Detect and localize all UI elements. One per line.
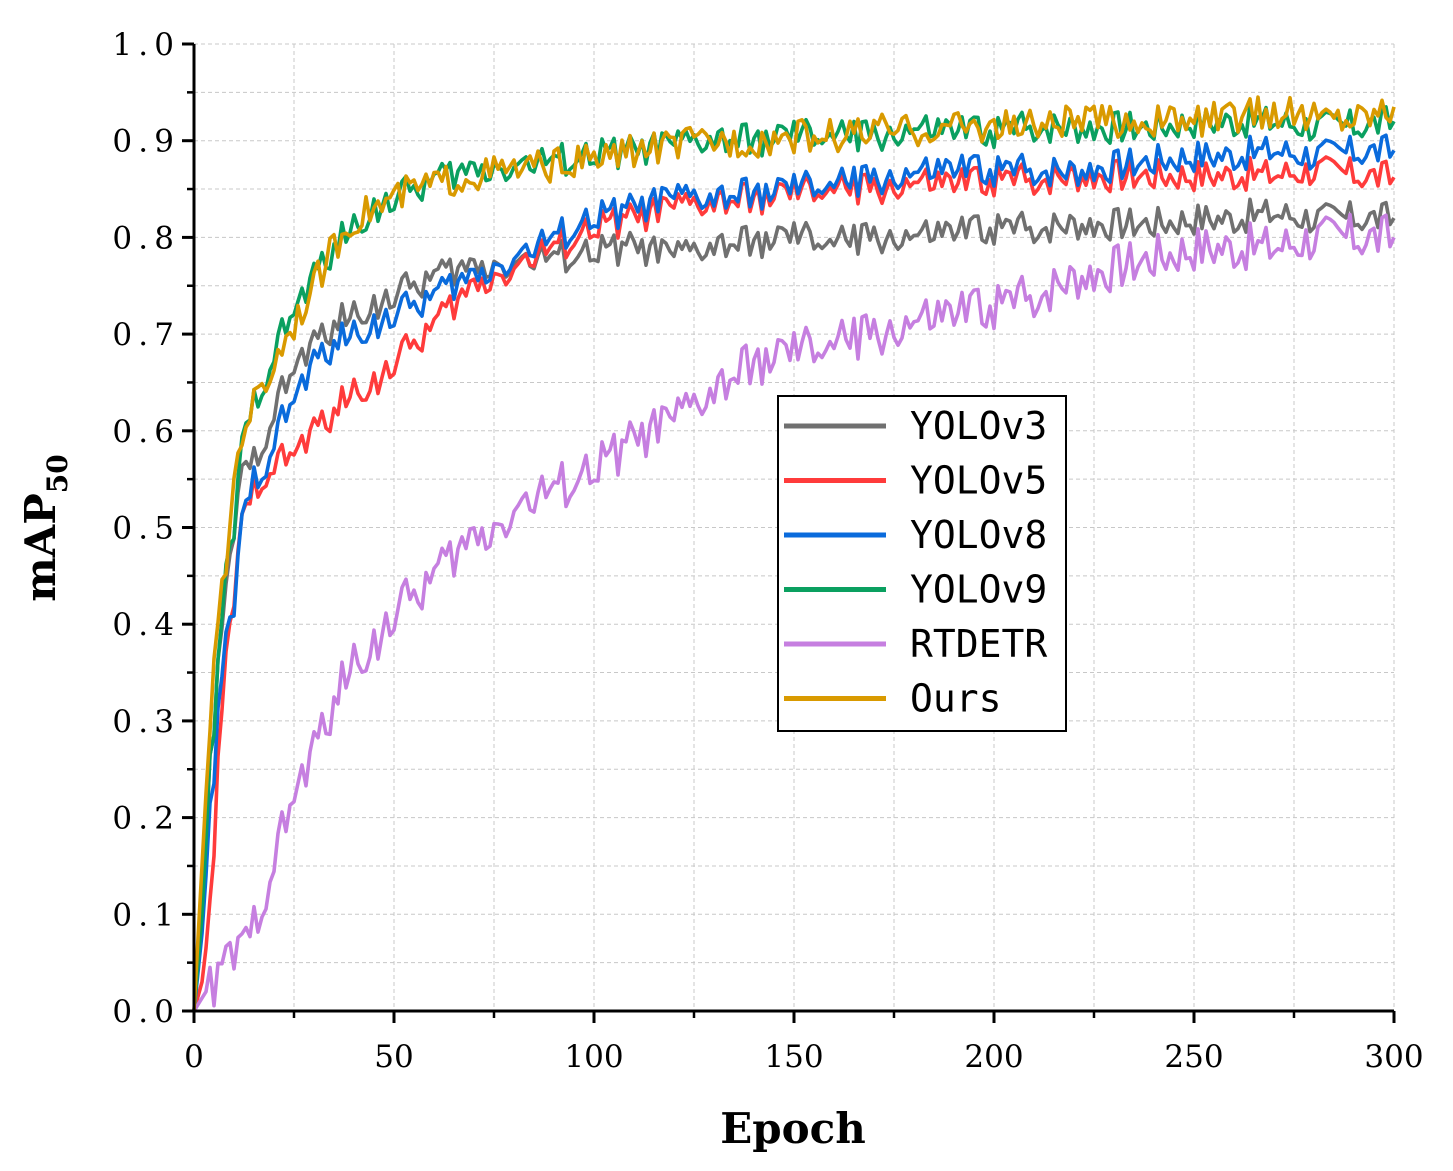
series-line-yolov3 — [192, 197, 1396, 1012]
svg-text:mAP50: mAP50 — [16, 454, 74, 602]
x-axis-title: Epoch — [720, 1104, 866, 1153]
series-line-yolov9 — [192, 102, 1396, 1012]
series-line-yolov8 — [192, 133, 1396, 1012]
x-tick-label: 150 — [764, 1039, 823, 1075]
series-line-rtdetr — [192, 212, 1396, 1012]
x-tick-label: 0 — [184, 1039, 204, 1075]
series-layer — [192, 95, 1396, 1012]
x-tick-label: 300 — [1364, 1039, 1423, 1075]
legend-label-ours: Ours — [910, 677, 1002, 721]
y-axis-title-subscript: 50 — [41, 454, 74, 493]
legend-label-yolov9: YOLOv9 — [910, 568, 1047, 612]
y-tick-label: 0 . 6 — [112, 414, 174, 450]
y-tick-label: 1 . 0 — [112, 27, 174, 63]
legend: YOLOv3 YOLOv5 YOLOv8 YOLOv9 RTDETR Ours — [777, 395, 1067, 732]
y-axis-title: mAP50 — [16, 454, 74, 602]
y-tick-label: 0 . 2 — [112, 801, 174, 837]
x-tick-label: 200 — [964, 1039, 1023, 1075]
legend-label-yolov8: YOLOv8 — [910, 513, 1047, 557]
x-tick-label: 50 — [374, 1039, 413, 1075]
y-tick-label: 0 . 9 — [112, 124, 174, 160]
y-tick-label: 0 . 7 — [112, 317, 174, 353]
y-tick-label: 0 . 5 — [112, 511, 174, 547]
y-axis-title-main: mAP — [16, 493, 65, 602]
legend-label-yolov5: YOLOv5 — [910, 459, 1047, 503]
legend-label-rtdetr: RTDETR — [910, 622, 1047, 666]
y-tick-label: 0 . 8 — [112, 220, 174, 256]
x-tick-label: 100 — [564, 1039, 623, 1075]
y-tick-label: 0 . 1 — [112, 897, 174, 933]
series-line-ours — [192, 95, 1396, 1012]
y-tick-label: 0 . 3 — [112, 704, 174, 740]
ticks: 0 50 100 150 200 250 300 0 . 0 0 . 1 0 . 2 0 . 3 0 … — [112, 27, 1423, 1075]
legend-frame — [777, 395, 1067, 732]
x-tick-label: 250 — [1164, 1039, 1223, 1075]
legend-label-yolov3: YOLOv3 — [910, 404, 1047, 448]
y-tick-label: 0 . 0 — [112, 994, 174, 1030]
y-tick-label: 0 . 4 — [112, 607, 174, 643]
